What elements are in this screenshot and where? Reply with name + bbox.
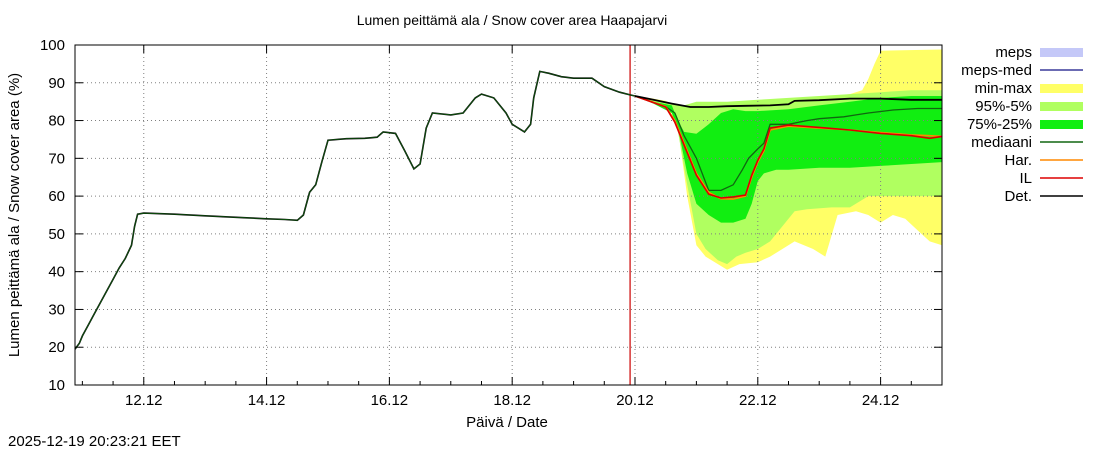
y-tick-label: 20 [48,339,65,356]
y-tick-label: 90 [48,75,65,92]
legend-label: mediaani [971,134,1032,151]
footer-timestamp: 2025-12-19 20:23:21 EET [8,433,181,450]
x-tick-label: 24.12 [862,392,900,409]
legend-swatch [1040,102,1083,111]
y-axis-label: Lumen peittämä ala / Snow cover area (%) [6,73,23,357]
line-det [634,95,942,108]
legend-label: Har. [1004,152,1032,169]
x-tick-label: 12.12 [125,392,163,409]
line-il [634,95,943,199]
y-tick-label: 10 [48,377,65,394]
x-tick-label: 20.12 [616,392,654,409]
legend-label: IL [1019,170,1032,187]
x-tick-label: 22.12 [739,392,777,409]
legend-label: Det. [1004,188,1032,205]
legend: mepsmeps-medmin-max95%-5%75%-25%mediaani… [961,44,1083,205]
plot-lines [74,45,943,385]
x-axis: 12.12 14.12 16.12 18.12 20.12 22.12 24.12 [81,45,943,409]
legend-swatch [1040,84,1083,93]
x-tick-label: 18.12 [493,392,531,409]
legend-swatch [1040,48,1083,57]
legend-label: meps-med [961,62,1032,79]
x-axis-label: Päivä / Date [466,414,548,431]
plot-fills [635,49,942,270]
plot-frame [74,44,943,386]
y-tick-label: 30 [48,301,65,318]
y-axis: 10 20 30 40 50 60 70 80 90 100 [40,37,942,394]
y-tick-label: 60 [48,188,65,205]
y-tick-label: 70 [48,150,65,167]
y-tick-label: 100 [40,37,65,54]
line-mediaani [634,95,942,192]
legend-label: meps [995,44,1032,61]
y-tick-label: 50 [48,226,65,243]
y-tick-label: 80 [48,113,65,130]
y-tick-label: 40 [48,264,65,281]
x-tick-label: 14.12 [248,392,286,409]
x-tick-label: 16.12 [371,392,409,409]
legend-label: 95%-5% [975,98,1032,115]
line-history-median [74,70,636,350]
grid-lines [75,45,942,385]
chart-title: Lumen peittämä ala / Snow cover area Haa… [357,12,668,28]
legend-swatch [1040,120,1083,129]
legend-label: min-max [974,80,1032,97]
legend-label: 75%-25% [967,116,1032,133]
